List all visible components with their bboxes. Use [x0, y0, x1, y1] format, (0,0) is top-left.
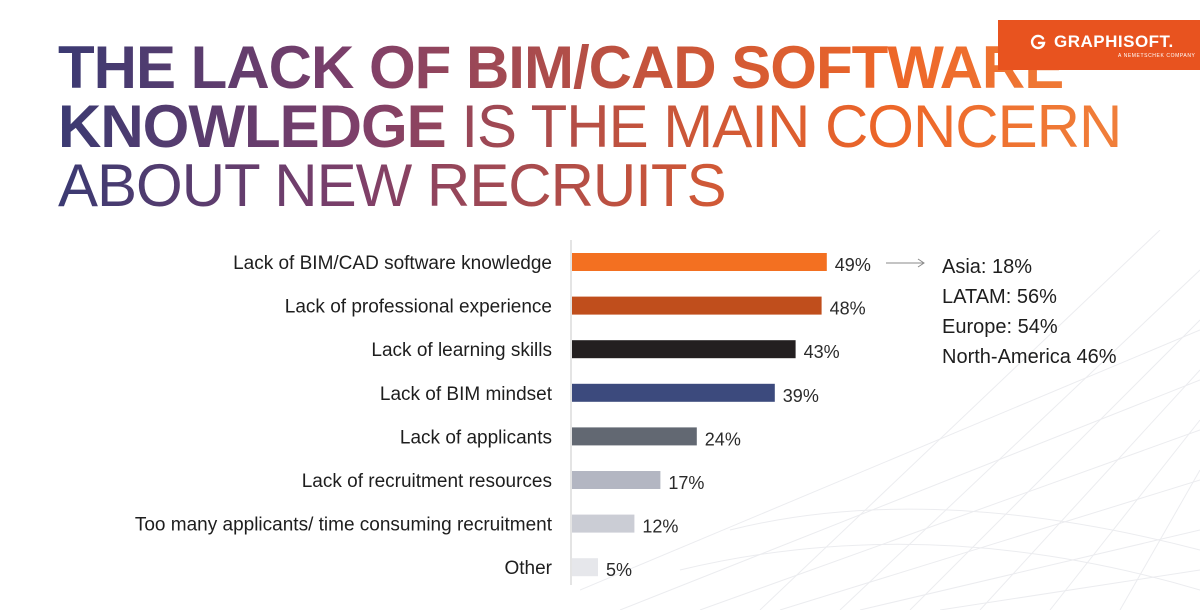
bar [572, 471, 661, 489]
category-label: Too many applicants/ time consuming recr… [135, 515, 553, 536]
value-label: 39% [783, 386, 819, 406]
value-label: 17% [668, 473, 704, 493]
bar [572, 383, 775, 402]
region-line: LATAM: 56% [942, 286, 1057, 308]
region-line: Asia: 18% [942, 256, 1033, 278]
category-label: Other [504, 558, 552, 579]
bar [572, 514, 635, 533]
region-line: Europe: 54% [942, 316, 1058, 338]
category-label: Lack of applicants [400, 427, 552, 448]
background-mesh-decoration [580, 230, 1200, 610]
bar [572, 296, 822, 315]
value-label: 5% [606, 560, 632, 580]
logo-wordmark: GRAPHISOFT. [1054, 31, 1174, 51]
category-label: Lack of professional experience [285, 297, 552, 318]
category-label: Lack of BIM mindset [380, 384, 553, 405]
value-label: 24% [705, 429, 741, 449]
value-label: 49% [835, 255, 871, 275]
graphisoft-logo: GRAPHISOFT. A NEMETSCHEK COMPANY [998, 20, 1200, 70]
bar [572, 558, 598, 577]
graphisoft-logo-icon [1030, 34, 1046, 49]
annotation-arrow [886, 258, 925, 268]
regional-breakdown: Asia: 18% LATAM: 56% Europe: 54% North-A… [942, 252, 1117, 372]
value-label: 48% [830, 299, 866, 319]
category-label: Lack of BIM/CAD software knowledge [233, 253, 552, 274]
category-label: Lack of learning skills [371, 340, 552, 361]
value-label: 12% [642, 517, 678, 537]
value-label: 43% [804, 342, 840, 362]
bar [572, 427, 697, 446]
bar [572, 253, 827, 271]
logo-tagline: A NEMETSCHEK COMPANY [1118, 52, 1196, 59]
bar [572, 340, 796, 359]
category-label: Lack of recruitment resources [302, 471, 552, 492]
region-line: North-America 46% [942, 346, 1117, 368]
